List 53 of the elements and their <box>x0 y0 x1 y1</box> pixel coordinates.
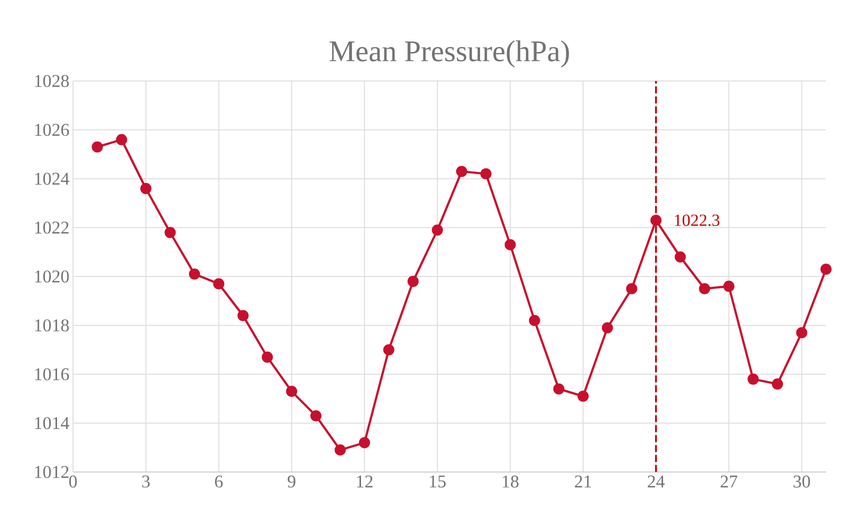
y-tick-label: 1016 <box>35 368 69 380</box>
point <box>723 280 734 292</box>
point <box>213 278 224 290</box>
point <box>334 444 346 456</box>
point <box>286 386 298 397</box>
point <box>698 283 710 294</box>
y-tick-label: 1028 <box>35 74 69 88</box>
point <box>237 310 249 322</box>
chart-title: Mean Pressure(hPa) <box>330 40 569 68</box>
y-tick-label: 1014 <box>35 417 70 430</box>
point <box>92 141 103 153</box>
point <box>310 410 322 422</box>
point <box>674 251 686 263</box>
point <box>626 283 638 294</box>
point <box>480 168 492 180</box>
y-tick-label: 1022 <box>35 222 69 234</box>
y-tick-label: 1018 <box>35 319 69 332</box>
point <box>116 134 128 146</box>
x-tick-label: 9 <box>288 476 296 488</box>
y-tick-label: 1020 <box>35 270 69 283</box>
point <box>456 166 468 177</box>
y-tick-label: 1012 <box>35 466 69 478</box>
point <box>553 383 564 394</box>
point <box>504 239 516 250</box>
x-tick-label: 6 <box>215 476 223 488</box>
point <box>140 182 152 194</box>
point <box>796 327 808 338</box>
point <box>188 268 200 280</box>
y-tick-label: 1024 <box>35 172 70 185</box>
point <box>820 264 832 275</box>
point <box>772 378 784 390</box>
point <box>432 224 443 236</box>
point <box>602 322 613 334</box>
point <box>407 276 419 287</box>
x-tick-label: 15 <box>430 476 446 488</box>
annotation: 1022.3 <box>674 214 720 226</box>
x-tick-label: 24 <box>648 476 665 488</box>
point <box>528 314 540 326</box>
point <box>578 390 589 402</box>
point <box>748 374 759 385</box>
point <box>262 352 273 363</box>
x-tick-label: 21 <box>574 476 591 488</box>
x-tick-label: 0 <box>69 476 77 488</box>
x-tick-label: 3 <box>142 476 150 488</box>
x-tick-label: 12 <box>357 476 372 488</box>
x-tick-label: 30 <box>794 476 810 488</box>
point <box>650 214 662 226</box>
point <box>164 226 176 238</box>
x-tick-label: 27 <box>720 476 738 488</box>
x-tick-label: 18 <box>502 476 519 488</box>
point <box>383 344 394 356</box>
point <box>358 437 370 448</box>
y-tick-label: 1026 <box>35 124 69 136</box>
